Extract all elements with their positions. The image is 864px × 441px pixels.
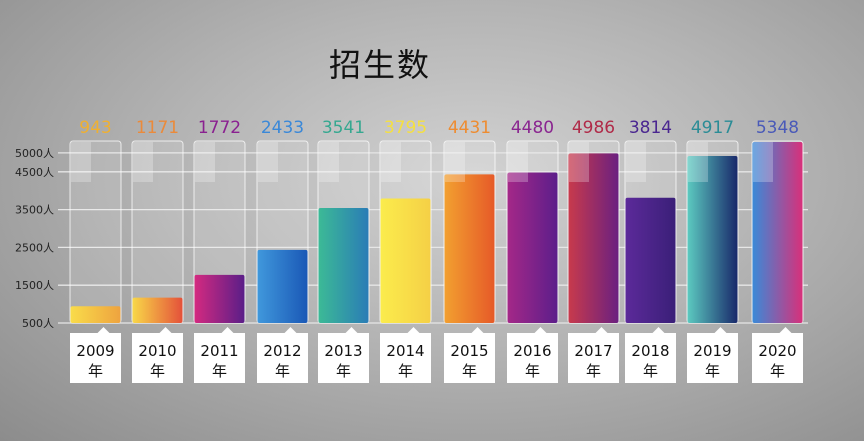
bar-highlight [71,142,91,182]
category-year: 2019 [693,342,731,360]
bar-highlight [688,142,708,182]
category-suffix: 年 [88,362,103,380]
category-year: 2013 [324,342,362,360]
bar [132,297,183,323]
data-label: 1772 [198,118,241,138]
category-year: 2018 [631,342,669,360]
category-year: 2015 [450,342,488,360]
y-tick-label: 4500人 [15,166,54,179]
category-year: 2020 [758,342,796,360]
category-tag [625,327,676,383]
category-tag [444,327,495,383]
bar-highlight [569,142,589,182]
category-suffix: 年 [275,362,290,380]
category-tag [132,327,183,383]
category-year: 2011 [200,342,238,360]
bar-highlight [626,142,646,182]
bar-highlight [753,142,773,182]
category-suffix: 年 [462,362,477,380]
bar [507,172,558,323]
data-label: 3541 [322,118,365,138]
data-label: 4431 [448,118,491,138]
category-suffix: 年 [770,362,785,380]
data-label: 3814 [629,118,672,138]
category-suffix: 年 [398,362,413,380]
data-label: 1171 [136,118,179,138]
category-year: 2014 [386,342,424,360]
data-label: 5348 [756,118,799,138]
category-suffix: 年 [336,362,351,380]
category-suffix: 年 [586,362,601,380]
y-tick-label: 500人 [22,317,54,330]
category-tag [507,327,558,383]
bar [380,198,431,323]
category-tag [568,327,619,383]
category-suffix: 年 [643,362,658,380]
bar-highlight [508,142,528,182]
category-tag [687,327,738,383]
bar [625,197,676,323]
bar [444,174,495,323]
category-suffix: 年 [525,362,540,380]
category-tag [70,327,121,383]
y-tick-label: 3500人 [15,204,54,217]
data-label: 2433 [261,118,304,138]
bar-highlight [445,142,465,182]
category-year: 2009 [76,342,114,360]
bar [568,153,619,323]
bar [318,208,369,323]
bar-highlight [381,142,401,182]
category-tag [380,327,431,383]
bar [687,156,738,323]
category-tag [752,327,803,383]
data-label: 4917 [691,118,734,138]
category-year: 2012 [263,342,301,360]
category-suffix: 年 [705,362,720,380]
data-label: 943 [79,118,111,138]
bar-highlight [319,142,339,182]
category-tag [257,327,308,383]
category-year: 2010 [138,342,176,360]
y-tick-label: 1500人 [15,279,54,292]
bar [257,249,308,323]
category-suffix: 年 [150,362,165,380]
y-tick-label: 2500人 [15,241,54,254]
bar [752,142,803,323]
category-year: 2017 [574,342,612,360]
y-tick-label: 5000人 [15,147,54,160]
data-label: 3795 [384,118,427,138]
data-label: 4480 [511,118,554,138]
category-year: 2016 [513,342,551,360]
data-label: 4986 [572,118,615,138]
bar-highlight [195,142,215,182]
category-tag [194,327,245,383]
chart-title: 招生数 [328,46,431,84]
category-suffix: 年 [212,362,227,380]
bar-highlight [133,142,153,182]
bar-highlight [258,142,278,182]
bar [194,274,245,323]
bar [70,306,121,323]
category-tag [318,327,369,383]
